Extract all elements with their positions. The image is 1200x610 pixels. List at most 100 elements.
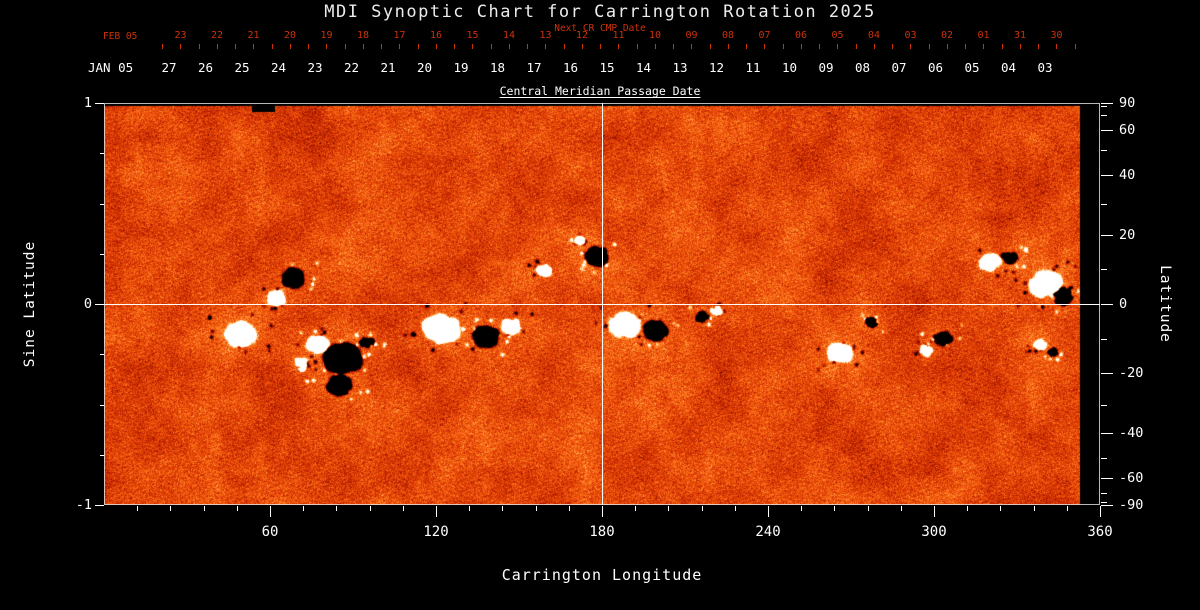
bottom-axis-minor-tick xyxy=(369,506,371,511)
bottom-axis-minor-tick xyxy=(236,506,238,511)
right-axis-tick-label: 90 xyxy=(1119,95,1136,111)
next-cr-date-tick-label: 30 xyxy=(1050,30,1063,41)
next-cr-date-tick-label: 08 xyxy=(721,30,735,41)
cmp-date-tick-label: 09 xyxy=(818,60,834,75)
bottom-axis-minor-tick xyxy=(668,506,670,511)
top-axis-day-tickmark xyxy=(490,44,492,49)
top-axis-day-tickmark xyxy=(527,44,528,49)
top-axis-day-tickmark xyxy=(581,44,583,49)
top-axis-day-tickmark xyxy=(965,44,966,49)
top-axis-day-tickmark xyxy=(636,44,638,49)
cmp-date-tick-label: 19 xyxy=(453,60,469,75)
right-axis-major-tick xyxy=(1101,433,1113,435)
right-axis-tick-label: 20 xyxy=(1119,227,1136,244)
top-axis-day-tickmark xyxy=(837,44,839,49)
right-axis-tick-label: 60 xyxy=(1119,121,1136,138)
right-axis-minor-tick xyxy=(1101,115,1107,117)
left-axis-minor-tick xyxy=(100,203,104,205)
top-axis-day-tickmark xyxy=(1019,44,1021,49)
bottom-axis-minor-tick xyxy=(568,506,570,511)
bottom-axis-minor-tick xyxy=(535,506,537,511)
right-axis-tick-label: -20 xyxy=(1119,364,1144,381)
left-axis-title: Sine Latitude xyxy=(22,240,38,368)
bottom-axis-minor-tick xyxy=(137,506,139,511)
chart-title: MDI Synoptic Chart for Carrington Rotati… xyxy=(324,2,876,22)
top-axis-day-tickmark xyxy=(198,44,200,49)
bottom-axis-minor-tick xyxy=(635,506,637,511)
top-axis-day-tickmark xyxy=(216,44,218,49)
top-axis-day-tickmark xyxy=(326,44,328,49)
right-axis-major-tick xyxy=(1101,478,1113,480)
bottom-axis-major-tick xyxy=(768,506,769,517)
cmp-date-tick-label: 11 xyxy=(745,60,761,75)
cmp-date-tick-label: 13 xyxy=(672,60,688,75)
top-axis-day-tickmark xyxy=(946,44,948,49)
right-axis-minor-tick xyxy=(1101,404,1107,406)
cmp-date-tick-label: 14 xyxy=(635,60,652,75)
next-cr-date-tick-label: 23 xyxy=(174,30,187,41)
left-axis-tick-label: -1 xyxy=(75,497,92,513)
top-axis-day-tickmark xyxy=(271,44,273,49)
left-axis-minor-tick xyxy=(100,253,104,255)
right-axis-tick-label: 40 xyxy=(1119,166,1136,183)
next-cr-date-tick-label: 19 xyxy=(320,30,333,41)
cmp-month-label: JAN 05 xyxy=(88,60,134,75)
left-axis-minor-tick xyxy=(100,354,104,356)
top-axis-month-label: FEB 05 xyxy=(103,31,138,42)
top-axis-day-tickmark xyxy=(162,44,163,49)
top-axis-day-tickmark xyxy=(362,44,364,49)
bottom-axis-minor-tick xyxy=(701,506,703,511)
next-cr-date-tick-label: 14 xyxy=(502,30,516,41)
right-axis-major-tick xyxy=(1101,235,1113,237)
next-cr-date-tick-label: 10 xyxy=(648,30,662,41)
next-cr-date-tick-label: 06 xyxy=(794,30,808,41)
top-axis-day-tickmark xyxy=(654,44,656,49)
bottom-axis-minor-tick xyxy=(402,506,404,511)
top-axis-day-tickmark xyxy=(1001,44,1003,49)
bottom-axis-minor-tick xyxy=(1033,506,1035,511)
cmp-date-tick-label: 22 xyxy=(343,60,360,75)
top-axis-day-tickmark xyxy=(289,44,291,49)
cmp-date-tick-label: 20 xyxy=(416,60,433,75)
next-cr-date-tick-label: 31 xyxy=(1013,30,1027,41)
bottom-axis-minor-tick xyxy=(502,506,504,511)
cmp-date-tick-label: 16 xyxy=(562,60,579,75)
bottom-axis-minor-tick xyxy=(1066,506,1068,511)
next-cr-date-tick-label: 05 xyxy=(831,30,844,41)
next-cr-date-tick-label: 03 xyxy=(904,30,917,41)
right-axis-minor-tick xyxy=(1101,106,1107,108)
cmp-date-tick-label: 12 xyxy=(708,60,725,75)
crosshair-horizontal-line xyxy=(104,304,1100,305)
bottom-axis-major-tick xyxy=(934,506,935,517)
bottom-axis-minor-tick xyxy=(203,506,205,511)
top-axis-day-tickmark xyxy=(600,44,601,49)
bottom-axis-minor-tick xyxy=(801,506,803,511)
bottom-axis-major-tick xyxy=(436,506,437,517)
top-axis-day-tickmark xyxy=(764,44,766,49)
left-axis-major-tick xyxy=(95,505,104,506)
right-axis-tick-label: -60 xyxy=(1119,470,1144,487)
next-cr-date-tick-label: 11 xyxy=(612,30,625,41)
left-axis-tick-label: 1 xyxy=(83,95,92,111)
bottom-axis-major-tick xyxy=(1100,506,1101,517)
right-axis-major-tick xyxy=(1101,174,1113,176)
top-axis-day-tickmark xyxy=(180,44,182,49)
top-axis-day-tickmark xyxy=(673,44,674,49)
bottom-axis-tick-label: 240 xyxy=(755,524,781,540)
bottom-axis-minor-tick xyxy=(336,506,338,511)
cmp-date-tick-label: 27 xyxy=(161,60,177,75)
bottom-axis-tick-label: 120 xyxy=(423,524,449,540)
next-cr-date-tick-label: 21 xyxy=(247,30,260,41)
right-axis-tick-label: 0 xyxy=(1119,296,1128,312)
cmp-date-tick-label: 21 xyxy=(380,60,396,75)
left-axis-tick-label: 0 xyxy=(83,296,92,312)
cmp-date-tick-label: 08 xyxy=(854,60,871,75)
next-cr-date-tick-label: 02 xyxy=(940,30,954,41)
next-cr-date-tick-label: 20 xyxy=(283,30,297,41)
top-axis-day-tickmark xyxy=(454,44,455,49)
top-axis-day-tickmark xyxy=(344,44,346,49)
bottom-axis-minor-tick xyxy=(303,506,305,511)
bottom-axis-tick-label: 360 xyxy=(1087,524,1113,540)
top-axis-day-tickmark xyxy=(435,44,437,49)
right-axis-tick-label: -40 xyxy=(1119,425,1144,442)
